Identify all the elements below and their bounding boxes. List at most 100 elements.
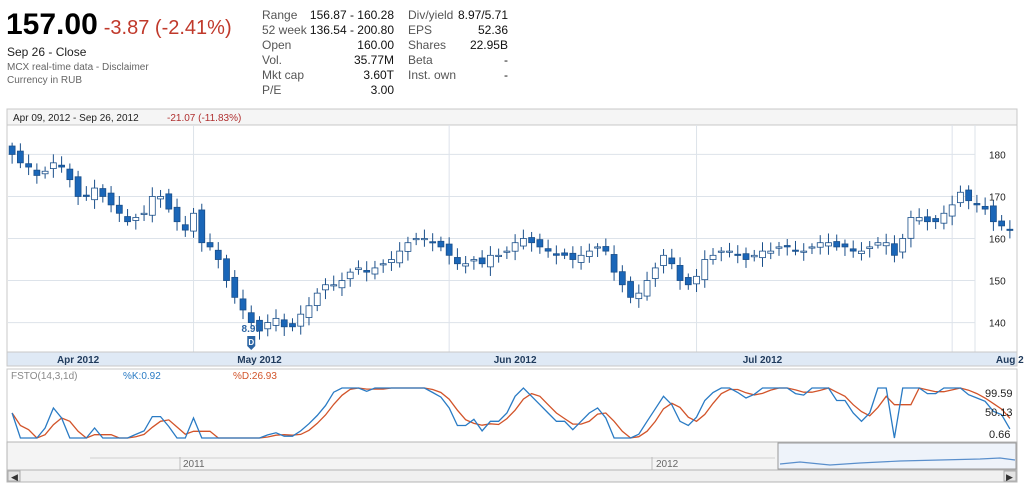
range-text: Apr 09, 2012 - Sep 26, 2012 [13, 113, 139, 124]
candle-body [256, 319, 263, 332]
y-tick-label: 180 [989, 150, 1006, 161]
month-labels: Apr 2012 May 2012 Jun 2012 Jul 2012 Aug 2012… [57, 355, 1024, 366]
stat-value: 160.00 [357, 38, 394, 52]
candle-body [783, 245, 791, 248]
data-source-disclaimer[interactable]: MCX real-time data - Disclaimer [7, 62, 149, 73]
candle-body [58, 164, 65, 168]
dividend-marker[interactable]: 8.97 D [242, 324, 262, 350]
candle-body [388, 259, 395, 264]
candle-body [173, 206, 181, 223]
candle-body [528, 237, 535, 244]
candle-body [915, 217, 923, 222]
stat-row: Beta - [408, 53, 508, 68]
stat-label: Range [262, 8, 298, 22]
range-change: -21.07 (-11.83%) [167, 113, 241, 124]
candle-body [313, 292, 321, 306]
candle-body [585, 250, 593, 257]
stat-label: Div/yield [408, 8, 454, 22]
candle-body [618, 271, 626, 286]
candle-body [849, 248, 857, 252]
candle-body [322, 284, 329, 291]
candle-body [206, 242, 214, 248]
candle-body [907, 217, 915, 239]
price-chart[interactable]: Apr 09, 2012 - Sep 26, 2012 -21.07 (-11.… [0, 108, 1024, 484]
y-tick-label: 150 [989, 277, 1006, 288]
candle-body [973, 203, 981, 206]
candle-body [841, 243, 849, 248]
candle-body [247, 312, 255, 323]
stat-row: Inst. own - [408, 68, 508, 83]
candle-body [684, 277, 692, 286]
candle-body [8, 145, 16, 155]
y-tick-label: 160 [989, 235, 1006, 246]
candle-body [874, 242, 882, 246]
stoch-k-label: %K:0.92 [123, 371, 161, 382]
candle-body [998, 220, 1005, 227]
navigator-window[interactable] [777, 442, 1017, 470]
dividend-flag-icon [247, 336, 256, 350]
stat-value: - [504, 53, 508, 67]
stoch-d-line [11, 387, 1011, 439]
candle-body [891, 243, 898, 256]
stat-value: 156.87 - 160.28 [309, 8, 394, 22]
candle-body [25, 163, 32, 168]
candle-body [437, 240, 445, 248]
candle-body [379, 263, 387, 266]
candle-body [478, 257, 486, 265]
stats-table-1: Range 156.87 - 160.28 52 week 136.54 - 200.… [262, 8, 394, 98]
scroll-right-button[interactable] [1003, 470, 1017, 482]
stoch-tick-mid: 50.13 [985, 407, 1013, 419]
candle-body [115, 204, 123, 214]
candle-body [91, 187, 98, 201]
candle-body [503, 250, 511, 253]
candle-body [520, 238, 527, 247]
candle-body [363, 270, 371, 273]
candle-body [82, 194, 90, 197]
candle-body [569, 252, 577, 260]
stat-label: Beta [408, 53, 433, 67]
candle-body [833, 241, 841, 248]
candle-body [124, 216, 131, 223]
y-tick-label: 170 [989, 192, 1006, 203]
candle-body [635, 292, 643, 300]
candle-body [107, 192, 115, 206]
candle-body [66, 168, 74, 181]
candle-body [495, 254, 502, 257]
dividend-letter: D [248, 338, 254, 347]
stat-label: Open [262, 38, 292, 52]
scrollbar[interactable] [6, 469, 1018, 483]
candle-body [355, 267, 362, 270]
stat-label: EPS [408, 23, 433, 37]
stat-value: - [504, 68, 508, 82]
stat-row: Mkt cap 3.60T [262, 68, 394, 83]
candle-body [866, 246, 874, 249]
candle-body [816, 242, 824, 248]
candle-body [734, 253, 742, 256]
candle-body [49, 162, 57, 169]
candle-body [660, 254, 667, 266]
stat-value: 3.00 [370, 83, 394, 97]
stats-table-2: Div/yield 8.97/5.71 EPS 52.36 Shares 22.95B Be… [408, 8, 508, 83]
candle-body [462, 263, 470, 267]
candle-body [289, 323, 296, 328]
candle-body [668, 257, 676, 265]
candle-body [272, 317, 280, 326]
candle-body [544, 248, 552, 252]
candle-body [454, 257, 461, 265]
candle-body [965, 189, 973, 202]
stat-value: 3.60T [363, 68, 394, 82]
candle-body [709, 254, 717, 260]
stat-value: 22.95B [469, 38, 508, 52]
candle-body [181, 224, 189, 231]
candle-body [940, 212, 948, 224]
candle-body [750, 254, 758, 258]
candle-body [74, 176, 82, 197]
candle-body [487, 254, 494, 268]
candle-body [651, 267, 659, 279]
scroll-left-button[interactable] [7, 470, 21, 482]
candle-body [561, 252, 568, 256]
stat-row: Shares 22.95B [408, 38, 508, 53]
stat-label: Mkt cap [262, 68, 305, 82]
candle-body [800, 250, 808, 253]
candle-body [610, 254, 618, 273]
